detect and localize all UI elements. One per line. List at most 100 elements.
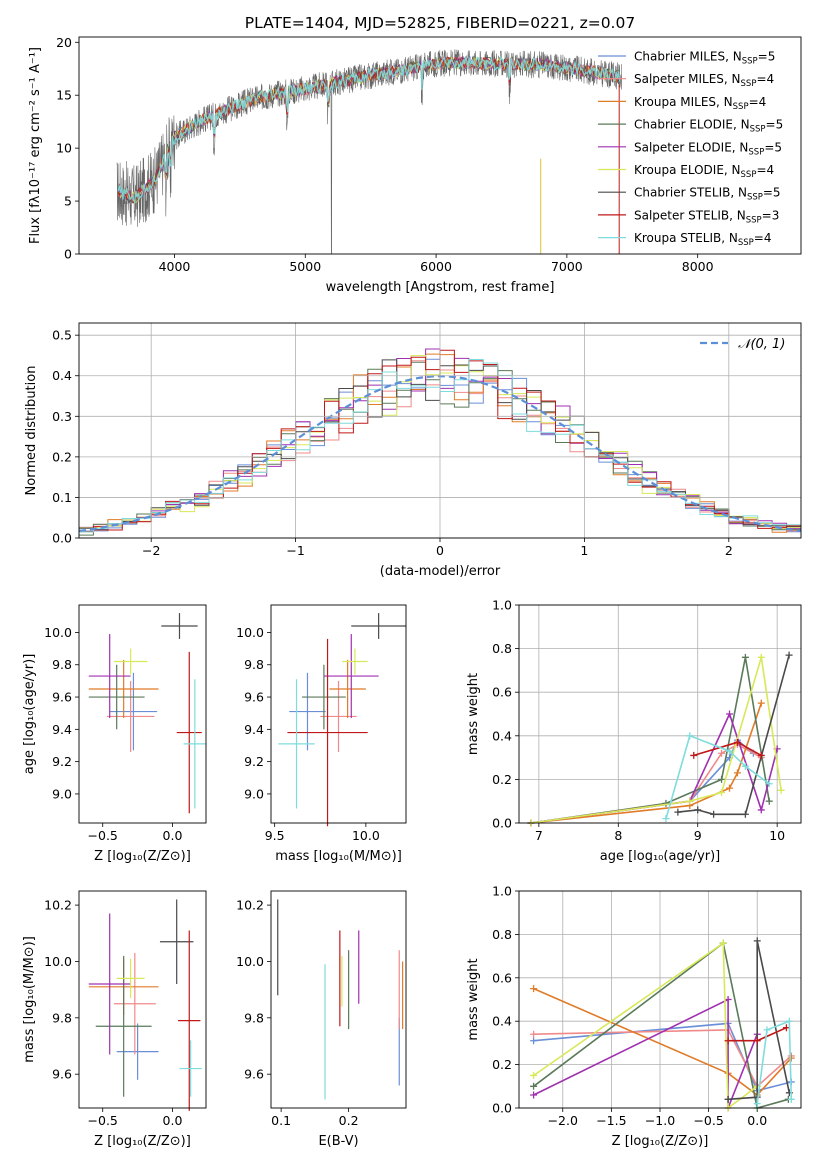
series-line	[756, 1020, 793, 1104]
legend-label-count: =3	[762, 208, 780, 222]
y-tick-label: 0.4	[492, 728, 512, 743]
legend-label-subscript: SSP	[747, 193, 763, 203]
x-tick-label: 0.0	[163, 1113, 183, 1128]
y-tick-label: 5	[64, 194, 72, 209]
legend-label-subscript: SSP	[742, 57, 758, 67]
spectrum-plot-area	[116, 49, 622, 254]
x-tick-label: −2.0	[548, 1113, 578, 1128]
model-spectrum-8	[117, 55, 621, 204]
x-tick-label: 8	[614, 828, 622, 843]
series-marker	[686, 732, 694, 740]
y-tick-label: 9.0	[244, 786, 264, 801]
series-marker	[763, 1026, 771, 1034]
model-spectrum-5	[118, 56, 621, 204]
legend-label: Kroupa STELIB, NSSP=4	[634, 231, 772, 248]
x-tick-label: 0.0	[163, 828, 183, 843]
series-marker	[719, 939, 727, 947]
x-tick-label: 7	[535, 828, 543, 843]
y-tick-label: 0.8	[492, 927, 512, 942]
series-marker	[530, 1037, 538, 1045]
x-tick-label: −1.0	[645, 1113, 675, 1128]
series-line	[728, 940, 791, 1101]
y-tick-label: 0.0	[52, 531, 72, 546]
series-marker	[530, 1091, 538, 1099]
residuals-panel: −2 −1 0 1 2 0.0 0.1 0.2 0.3 0.4 0.5 (data-model)/er…	[24, 322, 802, 579]
series-marker	[686, 797, 694, 805]
legend-label-count: =5	[758, 50, 776, 64]
series-marker	[530, 1030, 538, 1038]
series-marker	[741, 762, 749, 770]
axes-frame	[518, 890, 802, 1109]
legend-label-count: =4	[754, 231, 772, 245]
legend-label-subscript: SSP	[746, 215, 762, 225]
y-tick-label: 0.4	[52, 368, 72, 383]
series-marker	[674, 808, 682, 816]
series-marker	[530, 1071, 538, 1079]
y-tick-label: 9.6	[52, 1067, 72, 1082]
legend-label-count: =4	[749, 95, 767, 109]
axes-frame	[518, 604, 802, 824]
legend-label: Chabrier STELIB, NSSP=5	[634, 186, 781, 203]
y-tick-label: 9.2	[52, 754, 72, 769]
series-marker	[757, 653, 765, 661]
legend-label: Kroupa ELODIE, NSSP=4	[634, 163, 774, 180]
axes-frame	[270, 890, 407, 1109]
y-tick-label: 0.5	[52, 328, 72, 343]
y-tick-label: 0.6	[492, 685, 512, 700]
legend-label: Chabrier MILES, NSSP=5	[634, 50, 775, 67]
series-marker	[726, 747, 734, 755]
mass-vs-ebv-panel: 0.1 0.2 9.6 9.8 10.0 10.2 E(B-V)	[236, 890, 407, 1149]
legend-label-subscript: SSP	[738, 238, 754, 248]
y-axis-label: age [log₁₀(age/yr)]	[22, 654, 37, 775]
series-marker	[530, 985, 538, 993]
series-marker	[726, 710, 734, 718]
y-tick-label: 9.6	[244, 690, 264, 705]
series-marker	[724, 1037, 732, 1045]
x-tick-label: 2	[725, 543, 733, 558]
x-axis-label: Z [log₁₀(Z/Z⊙)]	[94, 849, 191, 864]
series-marker	[718, 775, 726, 783]
x-axis-label: Z [log₁₀(Z/Z⊙)]	[612, 1134, 709, 1149]
series-marker	[785, 1017, 793, 1025]
legend-label-count: =4	[756, 163, 774, 177]
series-marker	[741, 810, 749, 818]
legend-label-subscript: SSP	[750, 125, 766, 135]
legend-label-count: =5	[764, 140, 782, 154]
series-line	[533, 1029, 792, 1088]
y-tick-label: 0.2	[52, 449, 72, 464]
x-tick-label: 0.2	[339, 1113, 359, 1128]
x-tick-label: 1	[580, 543, 588, 558]
series-marker	[765, 780, 773, 788]
x-tick-label: 9.5	[265, 828, 285, 843]
y-tick-label: 9.2	[244, 754, 264, 769]
x-tick-label: 0.1	[271, 1113, 291, 1128]
y-tick-label: 10.0	[44, 954, 72, 969]
y-tick-label: 0.0	[492, 1101, 512, 1116]
y-axis-label: mass weight	[466, 673, 481, 755]
figure-title: PLATE=1404, MJD=52825, FIBERID=0221, z=0…	[245, 14, 635, 32]
series-line	[533, 941, 758, 1110]
y-tick-label: 0.4	[492, 1014, 512, 1029]
series-marker	[718, 749, 726, 757]
y-tick-label: 9.0	[52, 786, 72, 801]
series-line	[533, 941, 789, 1110]
x-tick-label: −0.5	[693, 1113, 723, 1128]
legend-label: Chabrier ELODIE, NSSP=5	[634, 118, 783, 135]
x-tick-label: −2	[142, 543, 160, 558]
legend-label-count: =5	[763, 186, 781, 200]
legend-label: 𝒩(0, 1)	[738, 337, 785, 352]
y-tick-label: 9.8	[244, 1010, 264, 1025]
series-marker	[785, 651, 793, 659]
series-marker	[694, 806, 702, 814]
x-tick-label: 8000	[682, 259, 714, 274]
model-spectrum-7	[117, 56, 621, 204]
age-vs-mass-panel: 9.5 10.0 9.0 9.2 9.4 9.6 9.8 10.0 mass [log₁₀(M/…	[236, 604, 407, 864]
x-tick-label: −1.5	[596, 1113, 626, 1128]
series-marker	[710, 810, 718, 818]
x-axis-label: wavelength [Angstrom, rest frame]	[326, 280, 555, 295]
y-tick-label: 0.8	[492, 641, 512, 656]
y-tick-label: 9.8	[52, 657, 72, 672]
y-tick-label: 0	[64, 247, 72, 262]
x-tick-label: −0.5	[88, 828, 118, 843]
